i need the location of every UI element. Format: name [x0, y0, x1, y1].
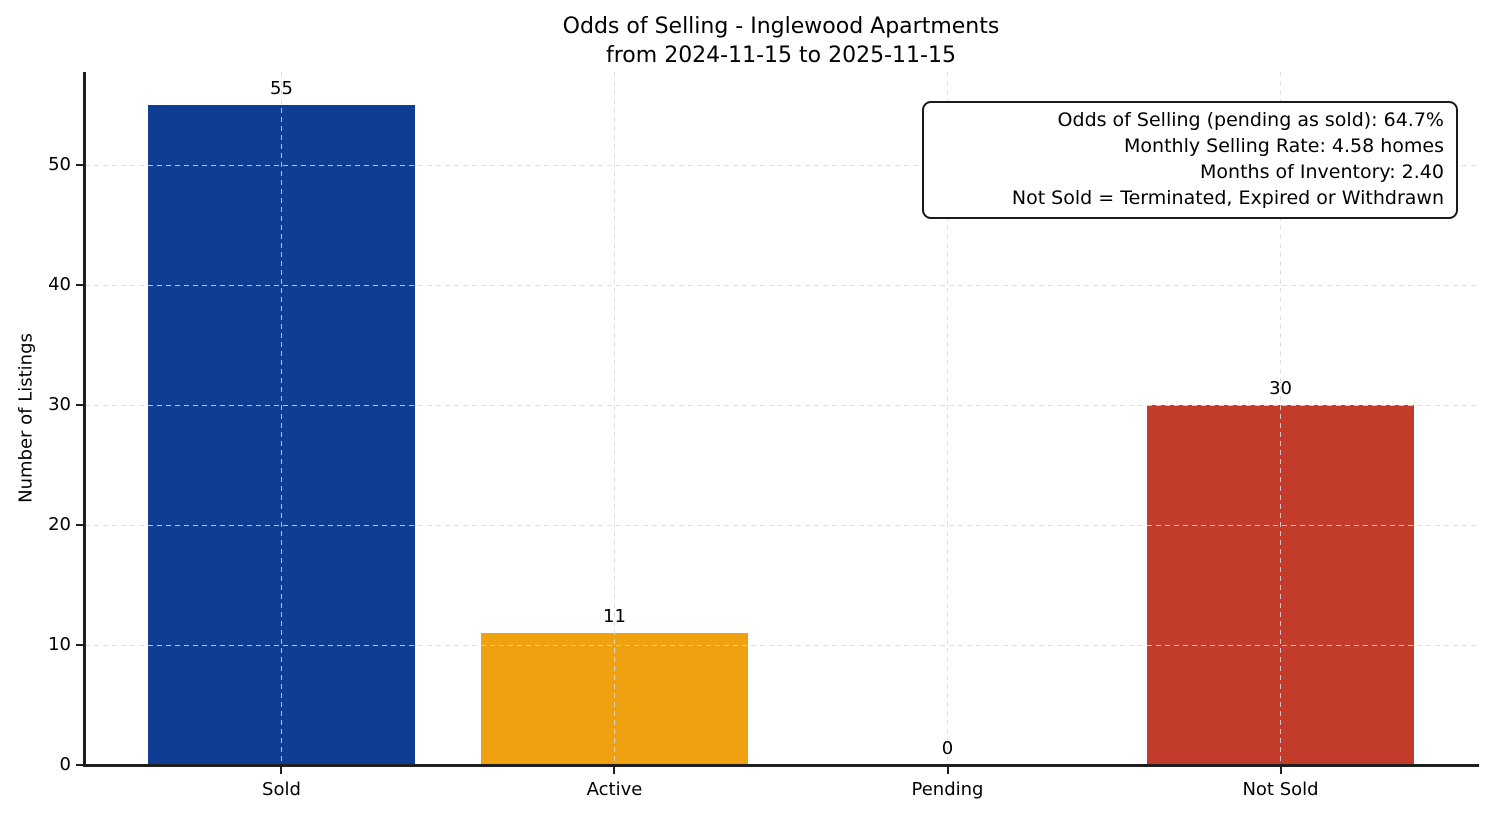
chart-title-line2: from 2024-11-15 to 2025-11-15: [606, 43, 956, 68]
y-tick-mark: [76, 404, 83, 406]
y-tick-label: 40: [48, 274, 71, 295]
x-tick-label-not-sold: Not Sold: [1242, 779, 1319, 800]
x-axis-spine: [83, 764, 1479, 767]
y-tick-label: 30: [48, 394, 71, 415]
x-tick-label-sold: Sold: [262, 779, 301, 800]
y-tick-mark: [76, 164, 83, 166]
annotation-not-sold-definition: Not Sold = Terminated, Expired or Withdr…: [1011, 187, 1444, 209]
horizontal-gridline: [85, 164, 1477, 166]
vertical-gridline: [947, 72, 948, 765]
x-tick-label-pending: Pending: [911, 779, 984, 800]
horizontal-gridline: [85, 524, 1477, 526]
y-axis-spine: [83, 72, 86, 767]
vertical-gridline: [613, 72, 615, 765]
y-tick-mark: [76, 284, 83, 286]
x-tick-mark: [946, 766, 949, 774]
annotation-box: Odds of Selling (pending as sold): 64.7%…: [922, 101, 1458, 219]
annotation-monthly-selling-rate: Monthly Selling Rate: 4.58 homes: [1124, 135, 1444, 157]
bar-value-label: 11: [603, 606, 626, 627]
bar-value-label: 0: [941, 738, 954, 759]
x-tick-label-active: Active: [586, 779, 643, 800]
annotation-months-of-inventory: Months of Inventory: 2.40: [1200, 161, 1444, 183]
horizontal-gridline: [85, 284, 1477, 286]
y-tick-label: 20: [48, 514, 71, 535]
x-tick-mark: [280, 766, 283, 774]
y-axis-label: Number of Listings: [15, 333, 37, 503]
chart-title-line1: Odds of Selling - Inglewood Apartments: [562, 14, 1000, 39]
x-tick-mark: [1279, 766, 1282, 774]
x-tick-mark: [613, 766, 616, 774]
vertical-gridline: [1280, 72, 1282, 765]
horizontal-gridline: [85, 644, 1477, 646]
vertical-gridline: [280, 72, 282, 765]
y-tick-label: 50: [48, 154, 71, 175]
annotation-odds-of-selling: Odds of Selling (pending as sold): 64.7%: [1057, 109, 1444, 131]
horizontal-gridline: [85, 404, 1477, 406]
y-tick-label: 10: [48, 634, 71, 655]
y-tick-mark: [76, 644, 83, 646]
bar-value-label: 55: [270, 78, 293, 99]
y-tick-mark: [76, 764, 83, 766]
y-tick-mark: [76, 524, 83, 526]
y-tick-label: 0: [59, 754, 71, 775]
chart-title: Odds of Selling - Inglewood Apartments f…: [85, 12, 1477, 70]
bar-value-label: 30: [1269, 378, 1292, 399]
